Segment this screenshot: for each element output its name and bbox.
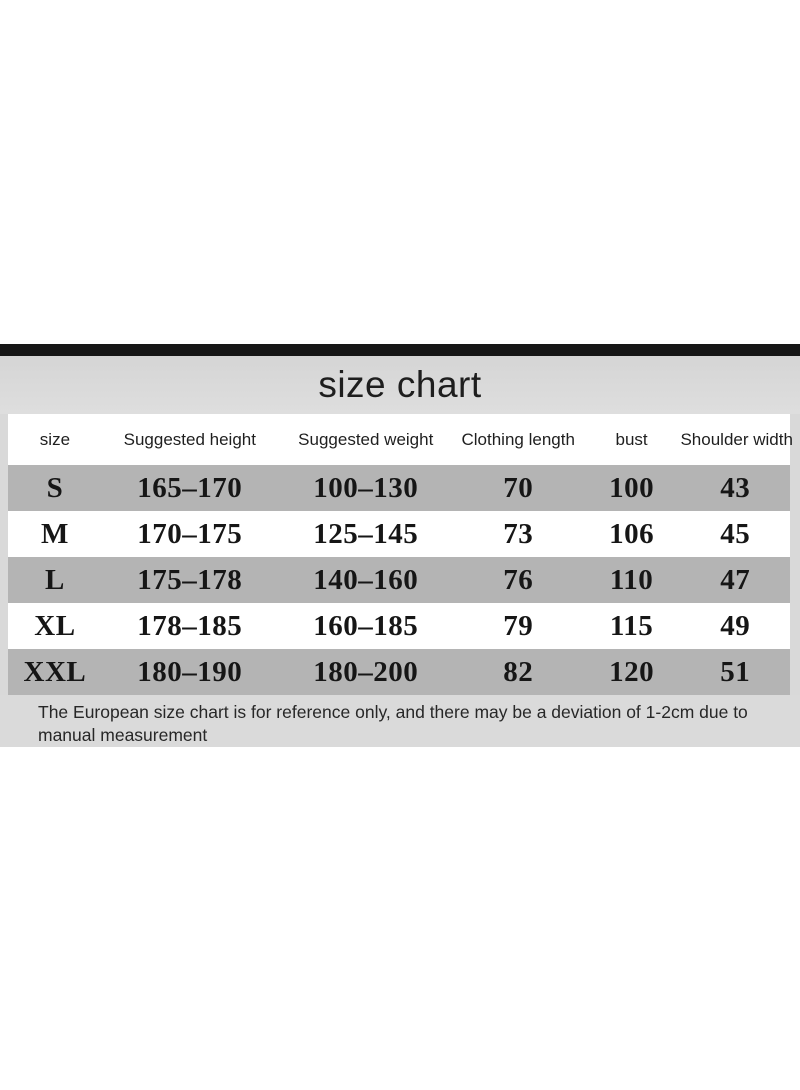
cell-size: S bbox=[46, 471, 64, 504]
cell-weight: 180–200 bbox=[313, 655, 419, 688]
column-header-shoulder-width: Shoulder width bbox=[680, 429, 793, 449]
cell-weight: 125–145 bbox=[313, 517, 419, 550]
cell-length: 82 bbox=[503, 655, 534, 688]
cell-size: L bbox=[44, 563, 65, 596]
cell-length: 70 bbox=[503, 471, 534, 504]
table-row-s: S 165–170 100–130 70 100 43 bbox=[8, 465, 790, 511]
cell-height: 178–185 bbox=[137, 609, 243, 642]
bottom-whitespace bbox=[0, 747, 800, 1090]
column-header-size: size bbox=[39, 429, 71, 449]
column-header-suggested-weight: Suggested weight bbox=[298, 429, 434, 449]
cell-height: 175–178 bbox=[137, 563, 243, 596]
cell-shoulder: 43 bbox=[720, 471, 751, 504]
cell-height: 180–190 bbox=[137, 655, 243, 688]
top-whitespace bbox=[0, 0, 800, 344]
column-header-clothing-length: Clothing length bbox=[461, 429, 575, 449]
cell-height: 165–170 bbox=[137, 471, 243, 504]
column-header-suggested-height: Suggested height bbox=[123, 429, 256, 449]
cell-bust: 100 bbox=[609, 471, 655, 504]
cell-weight: 160–185 bbox=[313, 609, 419, 642]
cell-bust: 106 bbox=[609, 517, 655, 550]
cell-length: 76 bbox=[503, 563, 534, 596]
cell-shoulder: 51 bbox=[720, 655, 751, 688]
table-row-xxl: XXL 180–190 180–200 82 120 51 bbox=[8, 649, 790, 695]
table-row-xl: XL 178–185 160–185 79 115 49 bbox=[8, 603, 790, 649]
cell-weight: 100–130 bbox=[313, 471, 419, 504]
column-header-bust: bust bbox=[615, 429, 648, 449]
size-table: size Suggested height Suggested weight C… bbox=[8, 414, 793, 695]
cell-size: M bbox=[40, 517, 69, 550]
cell-length: 73 bbox=[503, 517, 534, 550]
divider-bar bbox=[0, 344, 800, 356]
cell-height: 170–175 bbox=[137, 517, 243, 550]
disclaimer-note: The European size chart is for reference… bbox=[0, 695, 800, 747]
cell-weight: 140–160 bbox=[313, 563, 419, 596]
cell-shoulder: 45 bbox=[720, 517, 751, 550]
cell-size: XL bbox=[34, 609, 76, 642]
cell-shoulder: 47 bbox=[720, 563, 751, 596]
cell-bust: 115 bbox=[609, 609, 654, 642]
title-band: size chart bbox=[0, 356, 800, 414]
cell-bust: 120 bbox=[609, 655, 655, 688]
size-chart-panel: size chart size Suggested height Suggest… bbox=[0, 356, 800, 747]
table-row-l: L 175–178 140–160 76 110 47 bbox=[8, 557, 790, 603]
cell-length: 79 bbox=[503, 609, 534, 642]
cell-size: XXL bbox=[23, 655, 87, 688]
cell-bust: 110 bbox=[609, 563, 654, 596]
table-header-row: size Suggested height Suggested weight C… bbox=[8, 414, 793, 465]
table-row-m: M 170–175 125–145 73 106 45 bbox=[8, 511, 790, 557]
cell-shoulder: 49 bbox=[720, 609, 751, 642]
page-title: size chart bbox=[318, 364, 482, 405]
